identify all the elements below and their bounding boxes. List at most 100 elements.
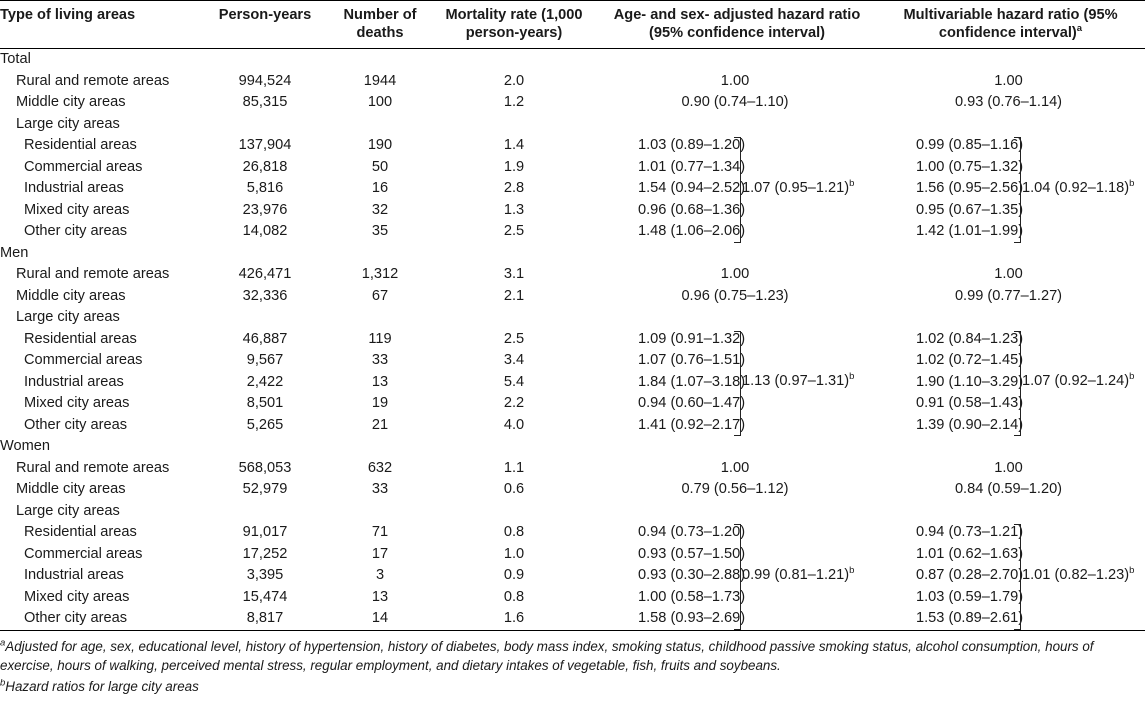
footnote-a-text: Adjusted for age, sex, educational level… (0, 638, 1094, 673)
deaths-cell: 35 (371, 223, 389, 239)
header-footnote-mark: a (1076, 23, 1083, 35)
table-row: Residential areas 46,887 119 2.5 1.09 (0.91–… (0, 329, 1145, 351)
pooled-footnote-mark: b (849, 177, 855, 189)
multivariable-hr-cell: 0.91 (0.58–1.43) (916, 395, 1024, 411)
adjusted-hr-cell: 0.94 (0.73–1.20) (638, 524, 746, 540)
row-label: Large city areas (16, 309, 120, 325)
empty-cell (876, 49, 1145, 71)
deaths-cell: 33 (371, 481, 389, 497)
multivariable-hr-cell: 1.42 (1.01–1.99) (916, 223, 1024, 239)
mortality-table: Type of living areas Person-years Number… (0, 0, 1145, 630)
header-multivariable-hr: Multivariable hazard ratio (95% confiden… (876, 1, 1145, 49)
group-label: Men (0, 244, 29, 261)
person-years-cell: 15,474 (242, 588, 288, 605)
table-row: Large city areas (0, 114, 1145, 136)
deaths-cell: 14 (371, 610, 389, 626)
pooled-value: 1.07 (0.95–1.21) (742, 179, 850, 196)
adjusted-hr-cell: 1.00 (720, 266, 750, 282)
adjusted-hr-cell: 1.58 (0.93–2.69) (638, 610, 746, 626)
rate-cell: 3.1 (503, 266, 525, 282)
multivariable-hr-cell: 1.01 (0.62–1.63) (916, 545, 1024, 562)
deaths-cell (330, 501, 430, 523)
empty-cell (430, 49, 598, 71)
deaths-cell: 32 (371, 201, 389, 218)
footnote-b: bHazard ratios for large city areas (0, 677, 1145, 696)
rate-cell: 2.2 (503, 395, 525, 411)
footnote-b-mark: b (0, 677, 6, 689)
row-label: Rural and remote areas (16, 266, 170, 282)
rate-cell: 3.4 (503, 352, 525, 368)
adjusted-hr-cell: 0.96 (0.68–1.36) (638, 201, 746, 218)
table-row: Large city areas (0, 501, 1145, 523)
pooled-hazard-ratio: 1.07 (0.95–1.21)b (742, 179, 854, 197)
group-label: Total (0, 51, 31, 67)
rate-cell: 2.0 (503, 72, 525, 89)
table-row: Residential areas 91,017 71 0.8 0.94 (0.73–1… (0, 522, 1145, 544)
empty-cell (598, 49, 876, 71)
footnote-a-mark: a (0, 637, 6, 649)
adjusted-hr-cell: 0.79 (0.56–1.12) (681, 481, 789, 497)
multivariable-hr-cell: 1.02 (0.84–1.23) (916, 330, 1024, 347)
person-years-cell: 9,567 (246, 352, 284, 368)
multivariable-hr-cell: 1.90 (1.10–3.29) (916, 373, 1024, 390)
rate-cell: 1.9 (503, 158, 525, 175)
adjusted-hr-cell: 1.48 (1.06–2.06) (638, 223, 746, 239)
person-years-cell (200, 501, 330, 523)
person-years-cell: 17,252 (242, 545, 288, 562)
adjusted-hr-cell: 0.90 (0.74–1.10) (681, 94, 789, 110)
row-label: Middle city areas (16, 481, 126, 497)
row-label: Commercial areas (24, 158, 143, 175)
table-row: Commercial areas 9,567 33 3.4 1.07 (0.76–1.5… (0, 350, 1145, 372)
multivariable-hr-cell (876, 307, 1145, 329)
table-header-row: Type of living areas Person-years Number… (0, 0, 1145, 49)
deaths-cell: 3 (375, 567, 385, 583)
adjusted-hr-cell: 1.07 (0.76–1.51) (638, 352, 746, 368)
table-row: Mixed city areas 23,976 32 1.3 0.96 (0.68–1.… (0, 200, 1145, 222)
multivariable-hr-cell: 0.95 (0.67–1.35) (916, 201, 1024, 218)
rate-cell: 2.5 (503, 330, 525, 347)
row-label: Rural and remote areas (16, 459, 170, 476)
deaths-cell: 632 (367, 459, 393, 476)
table-row: Rural and remote areas 568,053 632 1.1 1.00 1… (0, 458, 1145, 480)
pooled-value: 1.01 (0.82–1.23) (1022, 567, 1130, 583)
deaths-cell: 119 (368, 330, 392, 347)
table-row: Mixed city areas 15,474 13 0.8 1.00 (0.58–1.… (0, 587, 1145, 609)
empty-cell (330, 243, 430, 265)
pooled-bracket (1014, 330, 1021, 436)
multivariable-hr-cell: 1.39 (0.90–2.14) (916, 416, 1024, 433)
pooled-hazard-ratio: 1.07 (0.92–1.24)b (1022, 372, 1134, 390)
empty-cell (598, 243, 876, 265)
pooled-hazard-ratio: 0.99 (0.81–1.21)b (742, 566, 854, 584)
multivariable-hr-cell (876, 114, 1145, 136)
deaths-cell: 67 (371, 287, 389, 304)
rate-cell (430, 307, 598, 329)
table-row: Other city areas 14,082 35 2.5 1.48 (1.06–2.… (0, 221, 1145, 243)
empty-cell (200, 436, 330, 458)
adjusted-hr-cell (598, 307, 876, 329)
row-label: Mixed city areas (24, 201, 130, 218)
deaths-cell: 33 (371, 352, 389, 368)
pooled-value: 1.04 (0.92–1.18) (1022, 179, 1130, 196)
multivariable-hr-cell: 0.93 (0.76–1.14) (954, 94, 1063, 110)
pooled-footnote-mark: b (1129, 371, 1135, 383)
group-row: Men (0, 243, 1145, 265)
multivariable-hr-cell: 0.87 (0.28–2.70) (916, 567, 1024, 583)
pooled-footnote-mark: b (1129, 177, 1135, 189)
deaths-cell: 16 (371, 180, 389, 196)
person-years-cell: 91,017 (242, 524, 288, 540)
table-row: Industrial areas 2,422 13 5.4 1.84 (1.07–3.1… (0, 372, 1145, 394)
row-label: Commercial areas (24, 352, 143, 368)
multivariable-hr-cell: 0.94 (0.73–1.21) (916, 524, 1024, 540)
person-years-cell (200, 307, 330, 329)
person-years-cell: 137,904 (238, 137, 292, 153)
group-row: Women (0, 436, 1145, 458)
header-deaths: Number of deaths (343, 7, 417, 41)
deaths-cell: 50 (371, 158, 389, 175)
empty-cell (200, 243, 330, 265)
deaths-cell: 13 (371, 588, 389, 605)
multivariable-hr-cell: 1.03 (0.59–1.79) (916, 588, 1024, 605)
rate-cell: 0.6 (503, 481, 525, 497)
table-row: Commercial areas 17,252 17 1.0 0.93 (0.57–1.… (0, 544, 1145, 566)
adjusted-hr-cell (598, 114, 876, 136)
row-label: Mixed city areas (24, 588, 130, 605)
